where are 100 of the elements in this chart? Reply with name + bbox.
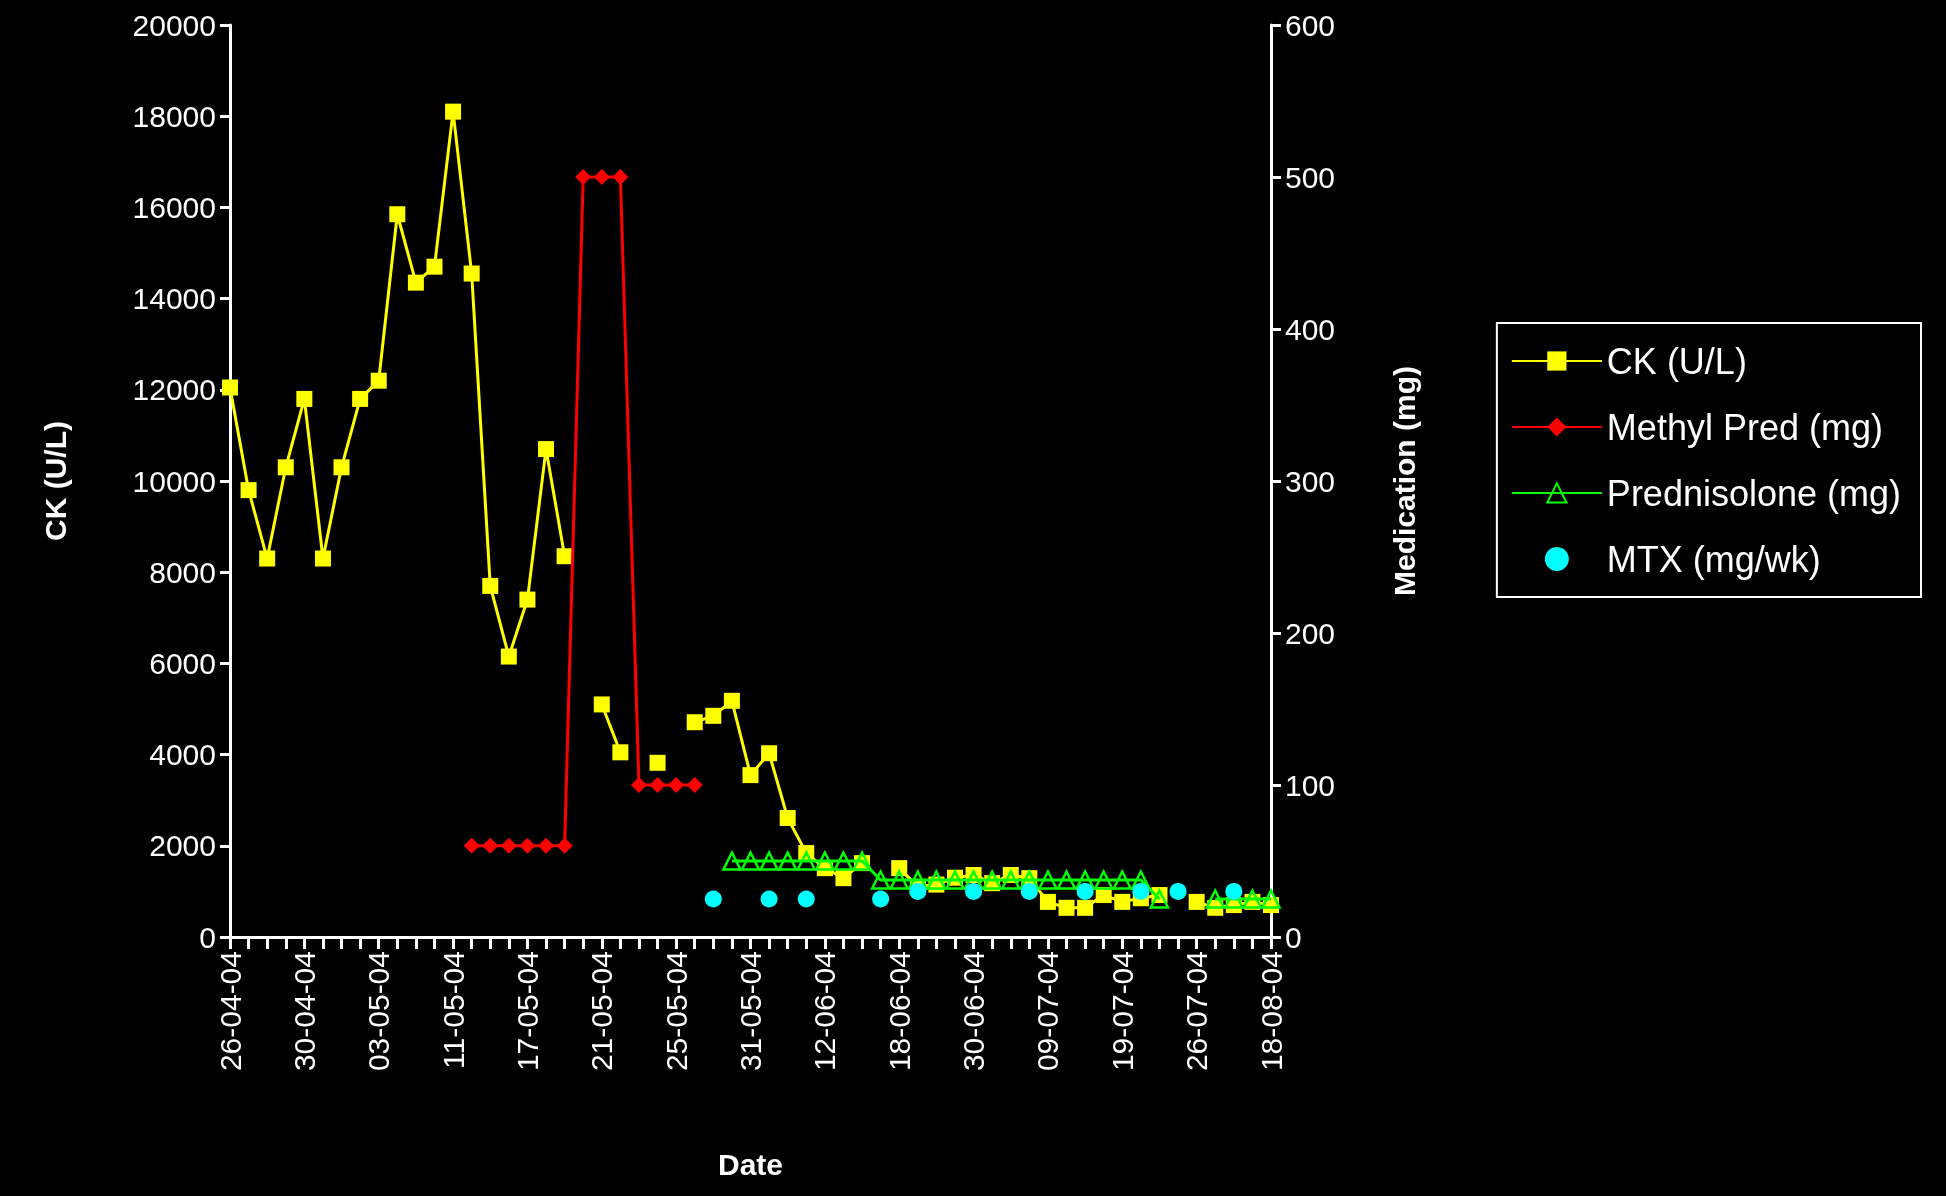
y2-tick-label: 500 <box>1285 160 1336 194</box>
point <box>796 851 817 871</box>
y2-tick-label: 300 <box>1285 464 1336 498</box>
point <box>889 870 909 890</box>
point <box>240 482 257 499</box>
point <box>1056 870 1077 890</box>
x-tick-label: 11-05-04 <box>436 951 470 1069</box>
point <box>463 265 480 282</box>
point <box>982 870 1002 890</box>
point <box>1188 893 1205 910</box>
point <box>797 890 815 908</box>
point <box>1131 870 1151 890</box>
x-tick-label: 31-05-04 <box>734 951 767 1072</box>
point <box>1112 870 1133 890</box>
point <box>1132 882 1150 900</box>
y-tick-label: 20000 <box>132 8 216 42</box>
point <box>963 870 984 890</box>
point <box>612 169 629 185</box>
y-tick-label: 0 <box>199 920 216 954</box>
point <box>500 837 517 854</box>
y-tick-label: 8000 <box>149 555 216 589</box>
point <box>296 390 313 407</box>
point <box>872 890 890 908</box>
point <box>277 459 294 476</box>
x-tick-label: 25-05-04 <box>659 951 693 1072</box>
point <box>705 707 722 724</box>
y-axis-title: CK (U/L) <box>38 421 72 541</box>
point <box>538 441 555 458</box>
x-axis-title: Date <box>717 1147 784 1181</box>
y-tick-label: 18000 <box>132 99 216 133</box>
x-tick-label: 19-07-04 <box>1105 951 1139 1072</box>
point <box>1020 882 1038 900</box>
point <box>1038 870 1058 890</box>
point <box>445 103 462 120</box>
point <box>1261 889 1281 909</box>
x-tick-label: 26-07-04 <box>1180 951 1214 1072</box>
point <box>556 837 573 854</box>
point <box>686 714 703 731</box>
point <box>593 169 610 185</box>
point <box>649 777 666 793</box>
point <box>482 837 499 854</box>
point <box>519 591 536 608</box>
y-tick-label: 12000 <box>132 373 216 407</box>
point <box>352 390 369 407</box>
y-tick-label: 14000 <box>132 282 216 316</box>
point <box>482 577 499 594</box>
point <box>722 851 742 871</box>
point <box>519 837 536 854</box>
point <box>686 777 703 793</box>
x-tick-label: 30-06-04 <box>957 951 991 1072</box>
point <box>740 851 761 871</box>
point <box>815 851 835 871</box>
point <box>965 882 983 900</box>
point <box>742 767 759 784</box>
point <box>704 890 722 908</box>
point <box>500 648 517 665</box>
x-tick-label: 21-05-04 <box>585 951 619 1072</box>
point <box>1076 882 1094 900</box>
y2-tick-label: 0 <box>1285 920 1302 954</box>
point <box>779 809 796 826</box>
point <box>593 696 610 713</box>
legend-label: CK (U/L) <box>1606 340 1747 382</box>
point <box>909 882 927 900</box>
point <box>1077 899 1094 916</box>
point <box>407 274 424 291</box>
y-tick-label: 4000 <box>149 738 216 772</box>
y2-tick-label: 400 <box>1285 312 1336 346</box>
point <box>1149 889 1170 909</box>
point <box>389 206 406 223</box>
point <box>538 837 555 854</box>
legend-label: Prednisolone (mg) <box>1606 472 1902 514</box>
point <box>833 851 854 871</box>
y-tick-label: 10000 <box>132 464 216 498</box>
x-tick-label: 18-06-04 <box>882 951 916 1072</box>
legend-label: MTX (mg/wk) <box>1606 538 1821 580</box>
point <box>908 870 928 890</box>
y-tick-label: 2000 <box>149 829 216 863</box>
point <box>1225 882 1243 900</box>
point <box>1075 870 1095 890</box>
x-tick-label: 03-05-04 <box>362 951 396 1072</box>
y2-axis-title: Medication (mg) <box>1387 366 1421 596</box>
point <box>1205 889 1225 909</box>
x-tick-label: 17-05-04 <box>510 951 544 1072</box>
point <box>759 851 779 871</box>
x-tick-label: 18-08-04 <box>1254 951 1288 1072</box>
point <box>575 169 592 185</box>
point <box>777 851 798 871</box>
point <box>1093 870 1114 890</box>
point <box>222 379 238 396</box>
point <box>259 550 276 567</box>
point <box>630 777 647 793</box>
point <box>1169 882 1187 900</box>
x-tick-label: 26-04-04 <box>213 951 247 1072</box>
point <box>926 870 947 890</box>
point <box>314 550 331 567</box>
point <box>649 754 666 771</box>
y-tick-label: 6000 <box>149 646 216 680</box>
point <box>463 837 480 854</box>
point <box>1001 870 1021 890</box>
y2-tick-label: 200 <box>1285 616 1336 650</box>
